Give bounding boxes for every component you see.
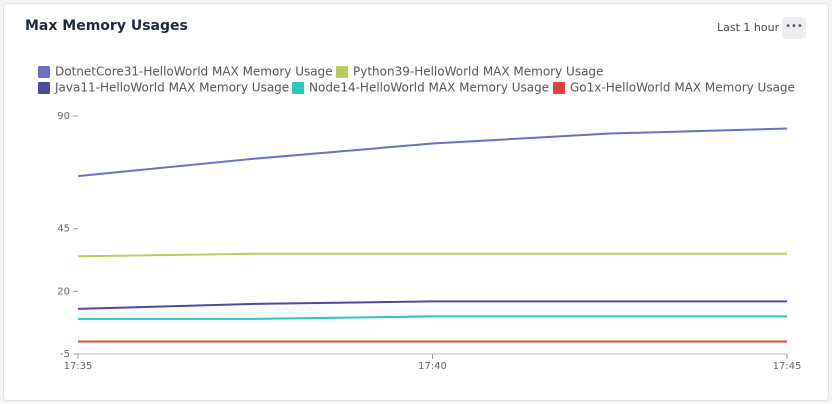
legend-label: Go1x-HelloWorld MAX Memory Usage — [570, 81, 795, 95]
legend-swatch — [292, 82, 304, 94]
x-tick-label: 17:40 — [418, 361, 447, 372]
legend-swatch — [38, 82, 50, 94]
legend-label: Python39-HelloWorld MAX Memory Usage — [353, 65, 603, 79]
y-tick-label: 20 — [57, 286, 70, 297]
legend-swatch — [336, 66, 348, 78]
series-line — [77, 252, 787, 258]
x-tick-label: 17:45 — [773, 361, 802, 372]
y-tick-label: 45 — [57, 224, 70, 235]
time-range[interactable]: Last 1 hour — [717, 21, 780, 34]
series-line — [78, 315, 787, 320]
y-tick-label: 90 — [57, 111, 70, 122]
more-button[interactable]: ••• — [782, 17, 806, 39]
y-tick-label: -5 — [60, 349, 70, 360]
legend-label: DotnetCore31-HelloWorld MAX Memory Usage — [55, 65, 333, 79]
legend-swatch — [38, 66, 50, 78]
series-line — [77, 300, 787, 310]
legend-label: Java11-HelloWorld MAX Memory Usage — [54, 81, 289, 95]
series-line — [77, 127, 788, 178]
x-tick-label: 17:35 — [64, 361, 93, 372]
legend-swatch — [553, 82, 565, 94]
card: Max Memory Usages Last 1 hour ••• — [3, 3, 829, 401]
card-title: Max Memory Usages — [25, 18, 188, 34]
legend-label: Node14-HelloWorld MAX Memory Usage — [309, 81, 549, 95]
